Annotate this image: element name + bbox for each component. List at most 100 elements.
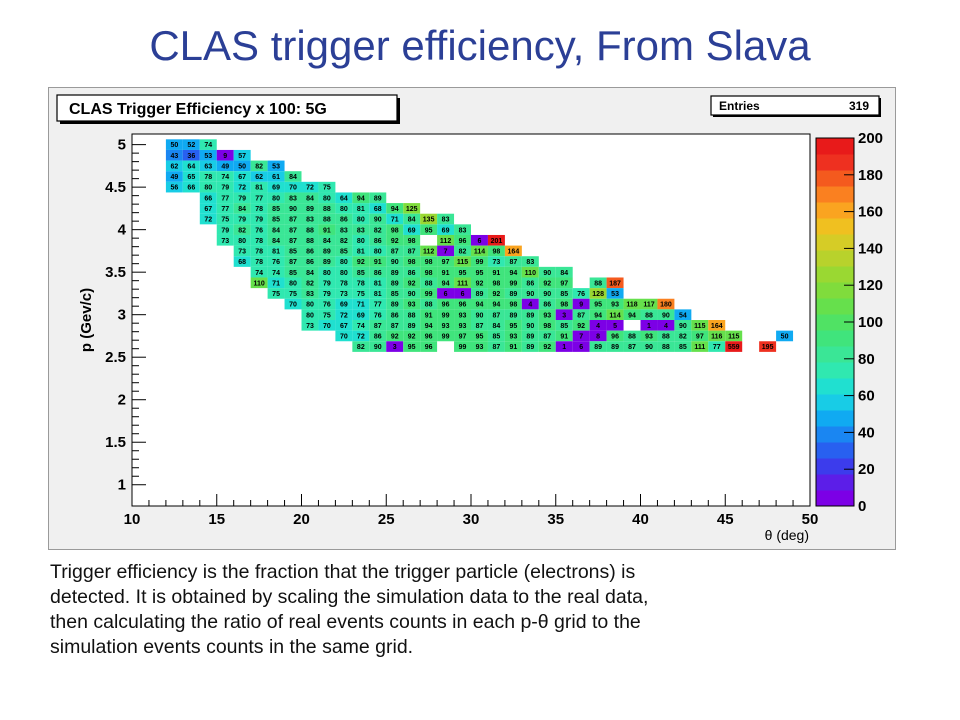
heatmap-cell: [521, 298, 539, 310]
heatmap-cell: [623, 330, 641, 342]
cell-value-label: 70: [323, 323, 331, 330]
cell-value-label: 1: [562, 344, 566, 351]
heatmap-cell: [267, 171, 285, 182]
heatmap-cell: [352, 234, 370, 246]
cell-value-label: 85: [357, 270, 365, 277]
heatmap-cell: [233, 171, 251, 182]
cell-value-label: 76: [255, 227, 263, 234]
heatmap-cell: [657, 298, 675, 310]
cell-value-label: 61: [272, 174, 280, 181]
cell-value-label: 85: [340, 249, 348, 256]
cell-value-label: 97: [442, 259, 450, 266]
cell-value-label: 69: [357, 312, 365, 319]
heatmap-cell: [284, 213, 302, 225]
cell-value-label: 75: [272, 291, 280, 298]
heatmap-cell: [165, 171, 183, 182]
heatmap-cell: [555, 330, 573, 342]
cell-value-label: 80: [357, 217, 365, 224]
heatmap-cell: [369, 320, 387, 331]
cell-value-label: 9: [579, 302, 583, 309]
cell-value-label: 64: [340, 195, 348, 202]
heatmap-cell: [487, 245, 505, 257]
heatmap-cell: [369, 192, 387, 204]
heatmap-cell: [386, 341, 404, 352]
cell-value-label: 75: [221, 217, 229, 224]
heatmap-cell: [487, 234, 505, 246]
cell-value-label: 82: [306, 280, 314, 287]
heatmap-cell: [504, 288, 522, 299]
heatmap-cell: [335, 203, 353, 214]
cell-value-label: 80: [323, 270, 331, 277]
cell-value-label: 4: [664, 323, 668, 330]
cell-value-label: 201: [491, 238, 503, 245]
cell-value-label: 81: [374, 291, 382, 298]
cell-value-label: 117: [643, 302, 654, 309]
heatmap-cell: [250, 192, 268, 204]
cell-value-label: 4: [528, 302, 532, 309]
heatmap-cell: [284, 203, 302, 214]
heatmap-cell: [233, 224, 251, 235]
heatmap-cell: [216, 203, 234, 214]
cell-value-label: 87: [391, 323, 399, 330]
heatmap-cell: [233, 181, 251, 193]
heatmap-cell: [759, 341, 777, 352]
cell-value-label: 73: [238, 249, 246, 256]
heatmap-cell: [335, 277, 353, 289]
cell-value-label: 72: [357, 334, 365, 341]
heatmap-cell: [589, 330, 607, 342]
heatmap-cell: [521, 256, 539, 267]
heatmap-cell: [250, 234, 268, 246]
cell-value-label: 68: [238, 259, 246, 266]
cell-value-label: 89: [391, 280, 399, 287]
cell-value-label: 80: [272, 195, 280, 202]
heatmap-cell: [471, 277, 488, 289]
cell-value-label: 79: [323, 291, 331, 298]
cell-value-label: 98: [493, 249, 501, 256]
heatmap-cell: [352, 266, 370, 278]
cell-value-label: 94: [425, 323, 433, 330]
heatmap-cell: [403, 213, 421, 225]
heatmap-cell: [538, 320, 556, 331]
y-tick-label: 1.5: [105, 434, 126, 451]
heatmap-cell: [437, 309, 455, 320]
heatmap-cell: [589, 277, 607, 289]
heatmap-cell: [267, 203, 285, 214]
cell-value-label: 96: [442, 302, 450, 309]
heatmap-cell: [250, 181, 268, 193]
heatmap-cell: [437, 288, 455, 299]
cell-value-label: 195: [762, 344, 774, 351]
cell-value-label: 80: [340, 206, 348, 213]
cell-value-label: 70: [340, 334, 348, 341]
cell-value-label: 36: [187, 153, 195, 160]
palette-segment: [816, 362, 854, 379]
heatmap-cell: [318, 245, 336, 257]
palette-segment: [816, 346, 854, 363]
cell-value-label: 115: [457, 259, 468, 266]
heatmap-cell: [437, 234, 455, 246]
heatmap-cell: [504, 266, 522, 278]
heatmap-cell: [386, 203, 404, 214]
heatmap-cell: [555, 341, 573, 352]
cell-value-label: 115: [694, 323, 705, 330]
heatmap-cell: [318, 288, 336, 299]
cell-value-label: 5: [613, 323, 617, 330]
cell-value-label: 79: [221, 185, 229, 192]
cell-value-label: 86: [340, 217, 348, 224]
palette-segment: [816, 186, 854, 203]
cell-value-label: 95: [476, 334, 484, 341]
palette-segment: [816, 250, 854, 267]
palette-segment: [816, 378, 854, 395]
heatmap-cell: [352, 277, 370, 289]
heatmap-cell: [182, 171, 200, 182]
cell-value-label: 87: [408, 249, 416, 256]
heatmap-cell: [437, 256, 455, 267]
heatmap-cell: [386, 288, 404, 299]
heatmap-cell: [301, 288, 319, 299]
cell-value-label: 86: [374, 334, 382, 341]
cell-value-label: 66: [187, 185, 195, 192]
cell-value-label: 81: [255, 185, 263, 192]
cell-value-label: 91: [323, 227, 331, 234]
heatmap-cell: [454, 341, 471, 352]
cell-value-label: 4: [596, 323, 600, 330]
